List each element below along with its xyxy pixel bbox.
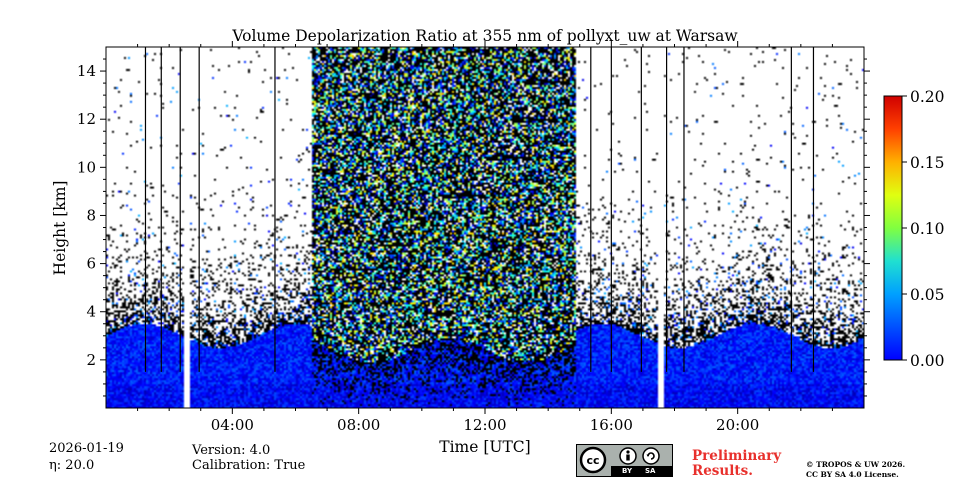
- x-axis-label: Time [UTC]: [439, 438, 530, 456]
- date-label: 2026-01-19: [49, 441, 124, 456]
- y-tick-label: 8: [86, 206, 96, 224]
- y-tick-label: 10: [77, 158, 96, 176]
- x-tick-label: 16:00: [590, 416, 633, 434]
- cc-icons: cc: [579, 446, 660, 474]
- chart-title: Volume Depolarization Ratio at 355 nm of…: [231, 27, 738, 45]
- calibration-label: Calibration: True: [192, 458, 306, 473]
- colorbar-tick-label: 0.05: [910, 286, 945, 304]
- y-tick-label: 2: [86, 351, 96, 369]
- y-tick-label: 14: [77, 62, 96, 80]
- y-tick-label: 12: [77, 110, 96, 128]
- depolarization-heatmap: [106, 47, 864, 408]
- by-label: BY: [622, 467, 633, 475]
- preliminary-line2: Results.: [692, 463, 753, 479]
- y-tick-label: 6: [86, 255, 96, 273]
- copyright-line1: © TROPOS & UW 2026.: [806, 460, 906, 469]
- preliminary-line1: Preliminary: [692, 448, 782, 464]
- x-axis-ticks: 04:00 08:00 12:00 16:00 20:00: [137, 41, 833, 434]
- colorbar: [883, 95, 903, 361]
- colorbar-tick-label: 0.00: [910, 352, 945, 370]
- sa-icon: [642, 447, 660, 465]
- profile-lines: [144, 47, 815, 372]
- eta-label: η: 20.0: [49, 458, 95, 473]
- x-tick-label: 12:00: [463, 416, 506, 434]
- copyright-notice: © TROPOS & UW 2026. CC BY SA 4.0 License…: [806, 460, 905, 480]
- y-axis-label: Height [km]: [51, 181, 69, 276]
- colorbar-tick-label: 0.10: [910, 220, 945, 238]
- cc-license-badge: cc BY SA: [576, 444, 673, 477]
- x-tick-label: 20:00: [716, 416, 759, 434]
- version-label: Version: 4.0: [192, 443, 271, 458]
- copyright-line2: CC BY SA 4.0 License.: [806, 470, 899, 479]
- colorbar-tick-label: 0.15: [910, 154, 945, 172]
- y-axis-ticks: 2 4 6 8 10 12 14: [77, 58, 870, 397]
- colorbar-tick-label: 0.20: [910, 88, 945, 106]
- y-tick-label: 4: [86, 303, 96, 321]
- x-tick-label: 04:00: [211, 416, 254, 434]
- sa-label: SA: [645, 467, 656, 475]
- colorbar-ticks: 0.00 0.05 0.10 0.15 0.20: [902, 88, 945, 370]
- preliminary-notice: Preliminary Results.: [692, 449, 781, 479]
- cc-icon-text: cc: [586, 454, 599, 467]
- x-tick-label: 08:00: [337, 416, 380, 434]
